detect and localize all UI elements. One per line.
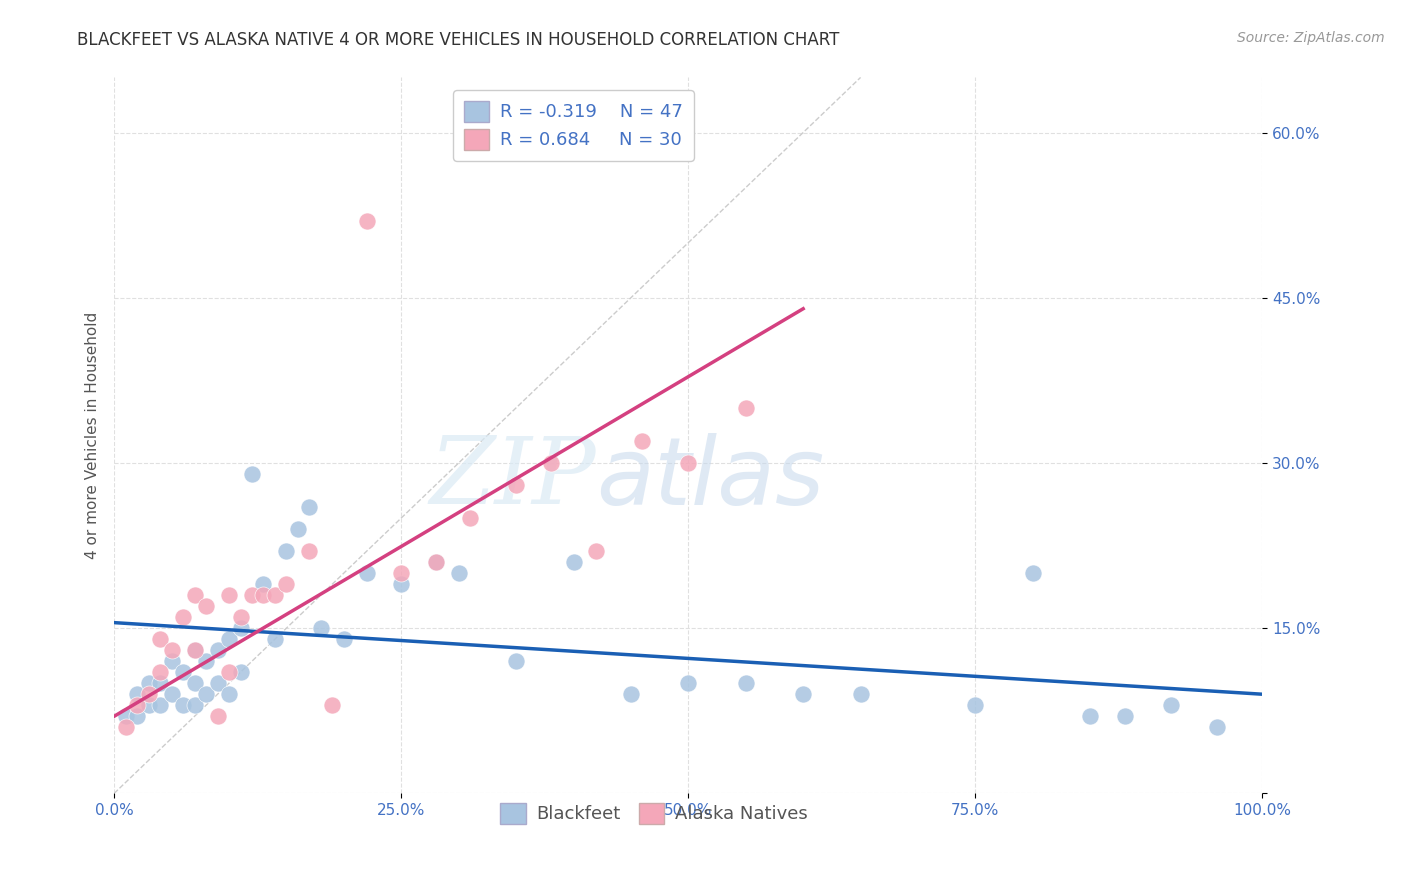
Point [620, 687, 643, 701]
Point [425, 555, 447, 569]
Point [138, 698, 160, 713]
Point [678, 456, 700, 470]
Point [252, 588, 274, 602]
Text: Source: ZipAtlas.com: Source: ZipAtlas.com [1237, 31, 1385, 45]
Point [149, 632, 172, 647]
Point [333, 632, 356, 647]
Point [264, 588, 287, 602]
Point [207, 676, 229, 690]
Point [240, 588, 263, 602]
Point [218, 665, 240, 680]
Point [1022, 566, 1045, 580]
Point [562, 555, 585, 569]
Text: ZIP: ZIP [430, 434, 596, 524]
Point [505, 478, 527, 492]
Point [127, 709, 149, 723]
Point [229, 610, 252, 624]
Point [149, 676, 172, 690]
Point [585, 544, 607, 558]
Point [149, 665, 172, 680]
Point [229, 621, 252, 635]
Point [114, 709, 136, 723]
Text: atlas: atlas [596, 433, 825, 524]
Point [356, 566, 378, 580]
Point [229, 665, 252, 680]
Point [389, 566, 412, 580]
Point [183, 643, 205, 657]
Point [389, 577, 412, 591]
Point [734, 676, 756, 690]
Point [965, 698, 987, 713]
Point [447, 566, 470, 580]
Point [218, 687, 240, 701]
Point [309, 621, 332, 635]
Point [264, 632, 287, 647]
Point [207, 643, 229, 657]
Point [356, 213, 378, 227]
Point [321, 698, 343, 713]
Point [631, 434, 654, 448]
Point [298, 544, 321, 558]
Point [195, 654, 218, 668]
Point [160, 654, 183, 668]
Point [172, 698, 194, 713]
Point [138, 676, 160, 690]
Point [127, 698, 149, 713]
Point [138, 687, 160, 701]
Point [1078, 709, 1101, 723]
Point [195, 687, 218, 701]
Point [240, 467, 263, 481]
Y-axis label: 4 or more Vehicles in Household: 4 or more Vehicles in Household [86, 312, 100, 559]
Point [287, 522, 309, 536]
Point [276, 577, 298, 591]
Point [734, 401, 756, 415]
Point [183, 643, 205, 657]
Legend: Blackfeet, Alaska Natives: Blackfeet, Alaska Natives [489, 792, 818, 834]
Point [114, 720, 136, 734]
Point [540, 456, 562, 470]
Point [1160, 698, 1182, 713]
Point [195, 599, 218, 613]
Point [183, 676, 205, 690]
Point [218, 588, 240, 602]
Point [425, 555, 447, 569]
Point [505, 654, 527, 668]
Point [276, 544, 298, 558]
Point [792, 687, 814, 701]
Point [218, 632, 240, 647]
Point [183, 698, 205, 713]
Point [298, 500, 321, 514]
Point [849, 687, 872, 701]
Point [172, 665, 194, 680]
Point [183, 588, 205, 602]
Point [127, 687, 149, 701]
Point [252, 577, 274, 591]
Point [678, 676, 700, 690]
Point [458, 511, 481, 525]
Point [160, 643, 183, 657]
Point [1114, 709, 1136, 723]
Point [172, 610, 194, 624]
Point [149, 698, 172, 713]
Point [160, 687, 183, 701]
Text: BLACKFEET VS ALASKA NATIVE 4 OR MORE VEHICLES IN HOUSEHOLD CORRELATION CHART: BLACKFEET VS ALASKA NATIVE 4 OR MORE VEH… [77, 31, 839, 49]
Point [207, 709, 229, 723]
Point [1205, 720, 1227, 734]
